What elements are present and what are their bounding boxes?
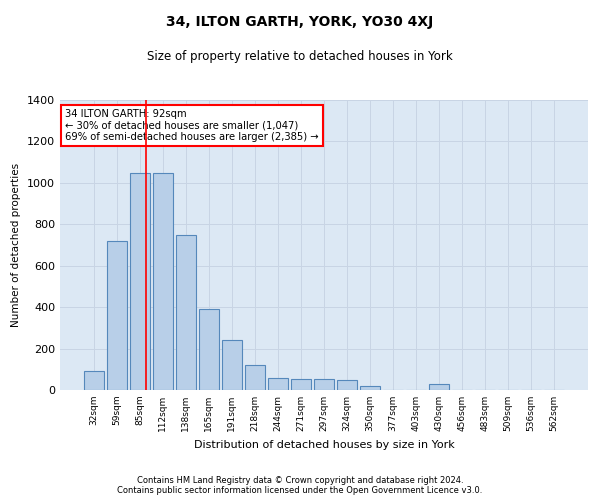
- Text: Contains HM Land Registry data © Crown copyright and database right 2024.
Contai: Contains HM Land Registry data © Crown c…: [118, 476, 482, 495]
- Bar: [360, 386, 380, 390]
- Bar: [337, 380, 357, 390]
- Bar: [430, 384, 449, 390]
- Bar: [84, 372, 104, 390]
- Bar: [245, 365, 265, 390]
- Bar: [176, 234, 196, 390]
- Bar: [291, 378, 311, 390]
- Text: Size of property relative to detached houses in York: Size of property relative to detached ho…: [147, 50, 453, 63]
- Bar: [199, 309, 218, 390]
- Y-axis label: Number of detached properties: Number of detached properties: [11, 163, 22, 327]
- Text: 34, ILTON GARTH, YORK, YO30 4XJ: 34, ILTON GARTH, YORK, YO30 4XJ: [166, 15, 434, 29]
- X-axis label: Distribution of detached houses by size in York: Distribution of detached houses by size …: [194, 440, 454, 450]
- Bar: [314, 378, 334, 390]
- Text: 34 ILTON GARTH: 92sqm
← 30% of detached houses are smaller (1,047)
69% of semi-d: 34 ILTON GARTH: 92sqm ← 30% of detached …: [65, 108, 319, 142]
- Bar: [130, 172, 149, 390]
- Bar: [153, 172, 173, 390]
- Bar: [268, 378, 288, 390]
- Bar: [222, 340, 242, 390]
- Bar: [107, 241, 127, 390]
